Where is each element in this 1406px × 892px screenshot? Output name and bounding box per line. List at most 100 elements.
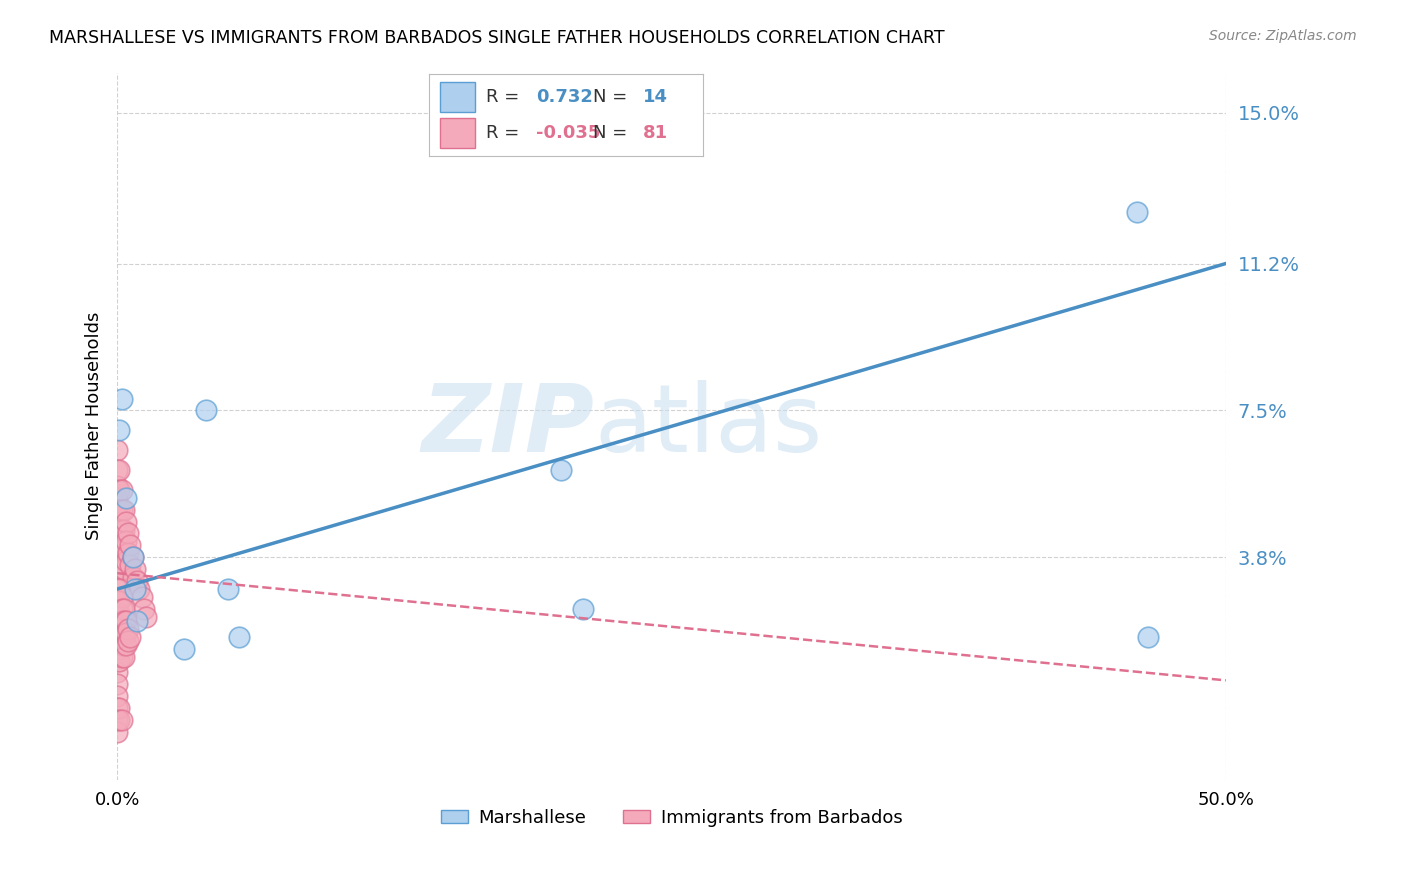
Point [124, 562, 146, 576]
Point [1137, 630, 1160, 644]
Point [105, 515, 128, 529]
Point [108, 617, 131, 632]
Point [131, 590, 153, 604]
Point [111, 562, 134, 576]
Point [105, 538, 128, 552]
Point [111, 638, 134, 652]
Point [115, 515, 138, 529]
Point [120, 538, 142, 552]
Text: -0.035: -0.035 [536, 124, 600, 142]
Text: 0.732: 0.732 [536, 88, 593, 106]
Text: MARSHALLESE VS IMMIGRANTS FROM BARBADOS SINGLE FATHER HOUSEHOLDS CORRELATION CHA: MARSHALLESE VS IMMIGRANTS FROM BARBADOS … [49, 29, 945, 46]
Point [111, 602, 134, 616]
Point [115, 625, 138, 640]
Point [105, 594, 128, 608]
Point [117, 633, 139, 648]
Point [105, 443, 128, 458]
Point [117, 622, 139, 636]
Point [112, 638, 135, 652]
Point [111, 614, 134, 628]
Point [105, 701, 128, 715]
Point [132, 602, 155, 616]
Point [111, 392, 134, 406]
Point [108, 641, 131, 656]
Text: Source: ZipAtlas.com: Source: ZipAtlas.com [1209, 29, 1357, 43]
Point [121, 550, 143, 565]
Point [111, 590, 134, 604]
Point [105, 526, 128, 541]
Point [108, 542, 131, 557]
Point [115, 614, 138, 628]
Point [115, 554, 138, 568]
Point [108, 562, 131, 576]
Point [105, 617, 128, 632]
Point [105, 491, 128, 505]
Point [105, 653, 128, 667]
Text: R =: R = [486, 88, 526, 106]
Point [105, 582, 128, 596]
Point [105, 606, 128, 620]
Point [111, 542, 134, 557]
Point [108, 483, 131, 497]
Point [112, 562, 135, 576]
Text: atlas: atlas [593, 380, 823, 472]
Bar [440, 82, 475, 112]
Point [105, 550, 128, 565]
Point [112, 542, 135, 557]
Point [111, 713, 134, 727]
Point [550, 463, 572, 477]
Point [105, 479, 128, 493]
Point [112, 614, 135, 628]
Point [120, 630, 142, 644]
Point [572, 602, 595, 616]
Point [111, 483, 134, 497]
Point [112, 602, 135, 616]
Point [217, 582, 239, 596]
Point [105, 713, 128, 727]
Point [112, 502, 135, 516]
Point [115, 638, 138, 652]
Point [112, 523, 135, 537]
Point [111, 502, 134, 516]
Bar [440, 119, 475, 148]
Point [127, 574, 149, 588]
Point [105, 641, 128, 656]
Text: 14: 14 [643, 88, 668, 106]
Point [112, 625, 135, 640]
Point [108, 423, 131, 437]
Point [111, 625, 134, 640]
Point [108, 582, 131, 596]
Point [108, 523, 131, 537]
Point [194, 403, 217, 417]
Point [111, 649, 134, 664]
Point [1126, 205, 1149, 219]
Point [108, 463, 131, 477]
Y-axis label: Single Father Households: Single Father Households [86, 312, 103, 541]
Point [121, 570, 143, 584]
Text: N =: N = [593, 88, 633, 106]
Point [105, 502, 128, 516]
Point [128, 582, 150, 596]
Point [115, 534, 138, 549]
Point [108, 713, 131, 727]
Point [120, 558, 142, 573]
Text: ZIP: ZIP [420, 380, 593, 472]
Point [127, 614, 149, 628]
Text: 81: 81 [643, 124, 668, 142]
Point [108, 606, 131, 620]
Point [121, 550, 143, 565]
Text: N =: N = [593, 124, 633, 142]
Point [112, 649, 135, 664]
Point [105, 677, 128, 691]
Point [108, 653, 131, 667]
Point [105, 665, 128, 680]
Point [105, 690, 128, 704]
Point [108, 502, 131, 516]
Point [124, 582, 146, 596]
Point [111, 523, 134, 537]
Point [117, 526, 139, 541]
Point [105, 630, 128, 644]
Point [228, 630, 250, 644]
Point [115, 491, 138, 505]
Legend: Marshallese, Immigrants from Barbados: Marshallese, Immigrants from Barbados [433, 802, 910, 834]
